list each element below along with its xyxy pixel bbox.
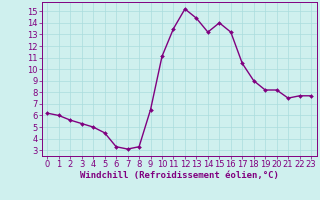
- X-axis label: Windchill (Refroidissement éolien,°C): Windchill (Refroidissement éolien,°C): [80, 171, 279, 180]
